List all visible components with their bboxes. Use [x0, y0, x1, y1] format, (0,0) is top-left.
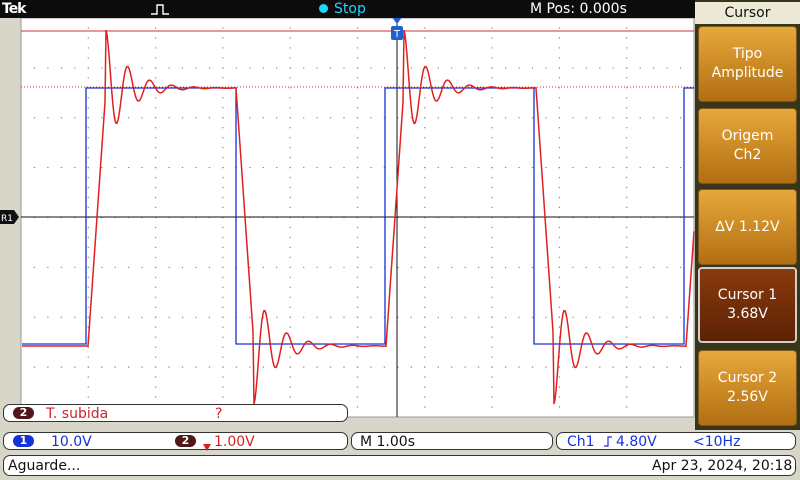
ch2-waveform: [22, 29, 695, 405]
message-bar: Aguarde... Apr 23, 2024, 20:18: [3, 455, 796, 476]
menu-button-label: ∆V 1.12V: [715, 218, 780, 235]
trigger-position-marker[interactable]: T: [391, 16, 403, 40]
ch2-ground-arrow-icon: [203, 444, 211, 451]
menu-button-type[interactable]: Tipo Amplitude: [698, 26, 797, 102]
channel-scales[interactable]: 1 10.0V 2 1.00V: [3, 432, 348, 451]
ch2-badge: 2: [175, 435, 196, 447]
svg-text:T: T: [393, 29, 401, 40]
run-state-label: Stop: [334, 1, 366, 17]
measurement-readout[interactable]: 2 T. subida ?: [3, 404, 348, 422]
menu-button-value: Ch2: [733, 147, 762, 163]
menu-button-cursor-2[interactable]: Cursor 2 2.56V: [698, 350, 797, 426]
menu-button-value: Amplitude: [711, 65, 784, 81]
menu-button-source[interactable]: Origem Ch2: [698, 108, 797, 184]
timebase-box[interactable]: M 1.00s: [351, 432, 553, 450]
ch2-scale: 1.00V: [214, 434, 255, 450]
waveform-display: T R1: [0, 16, 695, 418]
ch1-waveform: [22, 87, 694, 345]
menu-button-label: Tipo: [732, 46, 763, 62]
measurement-label: T. subida: [46, 406, 109, 422]
grid: [33, 27, 682, 408]
menu-button-value: 3.68V: [727, 306, 768, 322]
svg-text:R1: R1: [1, 214, 13, 224]
measurement-value: ?: [215, 406, 223, 422]
menu-button-delta-v[interactable]: ∆V 1.12V: [698, 189, 797, 265]
menu-button-label: Cursor 1: [717, 287, 778, 303]
top-status-bar: Tek Stop M Pos: 0.000s: [0, 0, 695, 18]
side-menu: Cursor Tipo Amplitude Origem Ch2 ∆V 1.12…: [695, 0, 800, 430]
timebase-readout: M 1.00s: [360, 434, 415, 450]
run-state-indicator-icon: [319, 4, 328, 13]
status-message: Aguarde...: [8, 458, 81, 474]
trigger-source: Ch1: [567, 434, 595, 450]
rising-edge-icon: [604, 436, 612, 447]
ch1-badge: 1: [13, 435, 34, 447]
menu-button-label: Origem: [721, 128, 774, 144]
trigger-level: 4.80V: [616, 434, 657, 450]
ch1-ground-marker[interactable]: R1: [0, 210, 19, 224]
brand-logo: Tek: [2, 1, 26, 17]
trigger-box[interactable]: Ch1 4.80V <10Hz: [556, 432, 796, 450]
horizontal-position-readout: M Pos: 0.000s: [530, 1, 627, 17]
trigger-pulse-icon: [151, 4, 169, 15]
ch1-scale: 10.0V: [51, 434, 92, 450]
menu-button-cursor-1[interactable]: Cursor 1 3.68V: [698, 267, 797, 343]
menu-button-value: 2.56V: [727, 389, 768, 405]
trigger-frequency: <10Hz: [693, 434, 741, 450]
date-time: Apr 23, 2024, 20:18: [652, 458, 793, 474]
ch2-badge: 2: [13, 407, 34, 419]
side-menu-title: Cursor: [695, 2, 800, 24]
menu-button-label: Cursor 2: [717, 370, 778, 386]
